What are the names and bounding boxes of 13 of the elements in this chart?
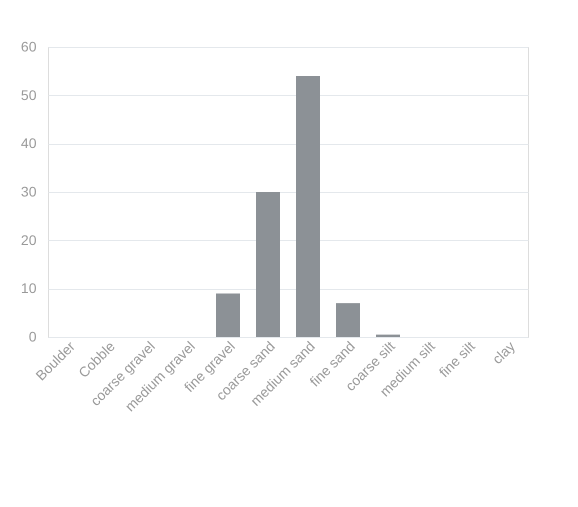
bar [336, 303, 360, 337]
y-tick-label: 50 [20, 86, 37, 103]
y-tick-label: 0 [28, 328, 37, 344]
y-tick-label: 60 [20, 38, 37, 54]
bar [256, 192, 280, 337]
x-tick-label: clay [488, 338, 518, 368]
x-tick-label: fine silt [436, 338, 478, 380]
y-tick-label: 30 [20, 184, 37, 200]
bar [216, 294, 240, 337]
y-tick-label: 10 [20, 280, 37, 296]
y-tick-label: 20 [20, 232, 37, 248]
y-tick-label: 40 [20, 135, 37, 152]
bar [296, 76, 320, 337]
